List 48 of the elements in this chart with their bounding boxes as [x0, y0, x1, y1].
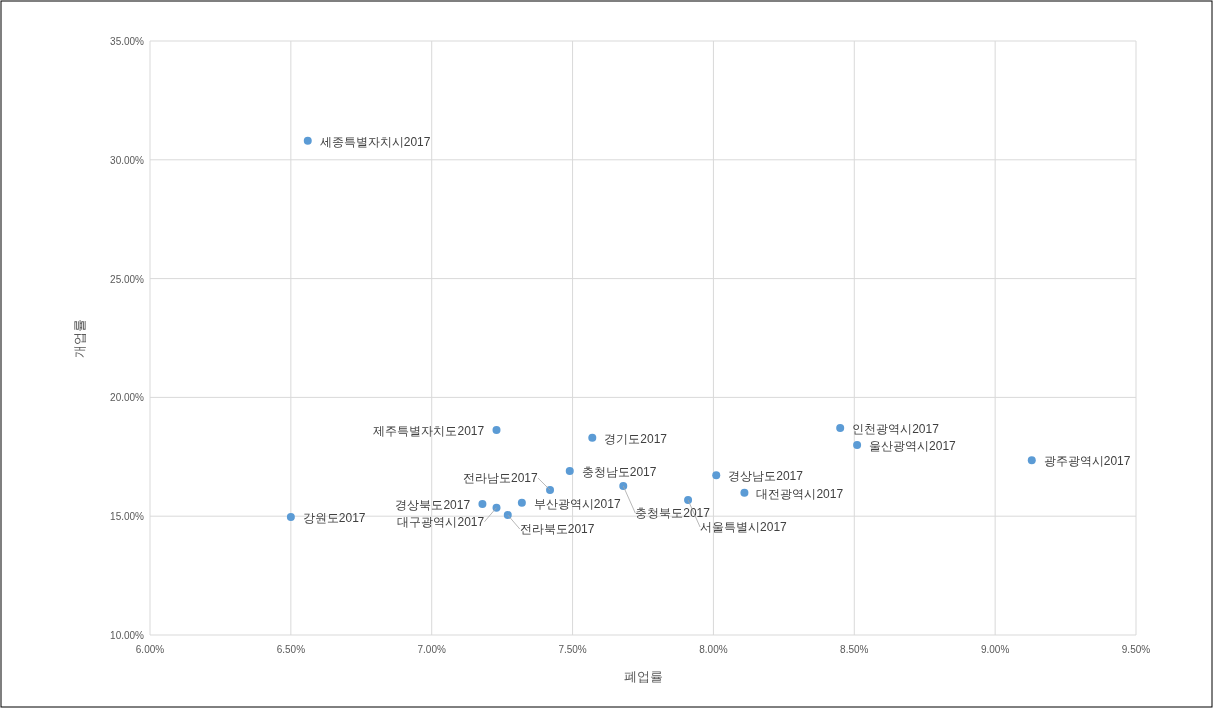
x-tick-label: 6.50%: [276, 644, 306, 655]
x-tick-label: 9.50%: [1121, 644, 1151, 655]
annotation: 인천광역시2017: [852, 422, 940, 437]
annotation: 충청남도2017: [581, 465, 657, 480]
annotation: 제주특별자치도2017: [373, 423, 485, 438]
x-tick-label: 8.00%: [699, 644, 728, 655]
annotation: 충청북도2017: [635, 506, 711, 521]
annotation: 전라북도2017: [519, 522, 595, 537]
point: [588, 433, 597, 442]
y-axis-title: 개업률: [72, 318, 87, 358]
annotation: 경상북도2017: [395, 498, 471, 513]
annotation: 서울특별시2017: [700, 520, 788, 535]
x-tick-label: 7.50%: [558, 644, 587, 655]
annotation: 대구광역시2017: [397, 514, 485, 529]
x-tick-label: 6.00%: [135, 644, 165, 655]
point: [517, 498, 526, 507]
annotation: 경상남도2017: [728, 469, 804, 484]
point: [546, 486, 555, 495]
point: [565, 467, 574, 476]
y-tick-label: 20.00%: [110, 392, 145, 404]
y-tick-label: 30.00%: [110, 154, 145, 166]
x-axis-title: 폐업률: [623, 669, 663, 684]
point: [303, 136, 312, 145]
annotation: 대전광역시2017: [756, 486, 844, 501]
point: [492, 425, 501, 434]
x-tick-label: 8.50%: [840, 644, 869, 655]
annotation: 세종특별자치시2017: [319, 134, 431, 149]
annotation: 울산광역시2017: [869, 438, 957, 453]
point: [684, 496, 693, 505]
y-tick-label: 25.00%: [110, 273, 145, 285]
point: [286, 512, 295, 521]
annotation: 광주광역시2017: [1043, 454, 1131, 469]
annotation: 전라남도2017: [463, 471, 539, 486]
x-tick-label: 9.00%: [980, 644, 1010, 655]
y-tick-label: 15.00%: [110, 511, 145, 523]
point: [619, 482, 628, 491]
x-tick-label: 7.00%: [417, 644, 446, 655]
annotation: 강원도2017: [302, 510, 366, 525]
y-tick-label: 10.00%: [110, 630, 145, 641]
annotation: 경기도2017: [604, 431, 668, 446]
point: [740, 488, 749, 497]
point: [1027, 456, 1036, 465]
y-tick-label: 35.00%: [110, 36, 145, 47]
annotation: 부산광역시2017: [533, 496, 621, 511]
point: [478, 500, 487, 509]
point: [853, 440, 862, 449]
point: [712, 471, 721, 480]
point: [836, 424, 845, 433]
